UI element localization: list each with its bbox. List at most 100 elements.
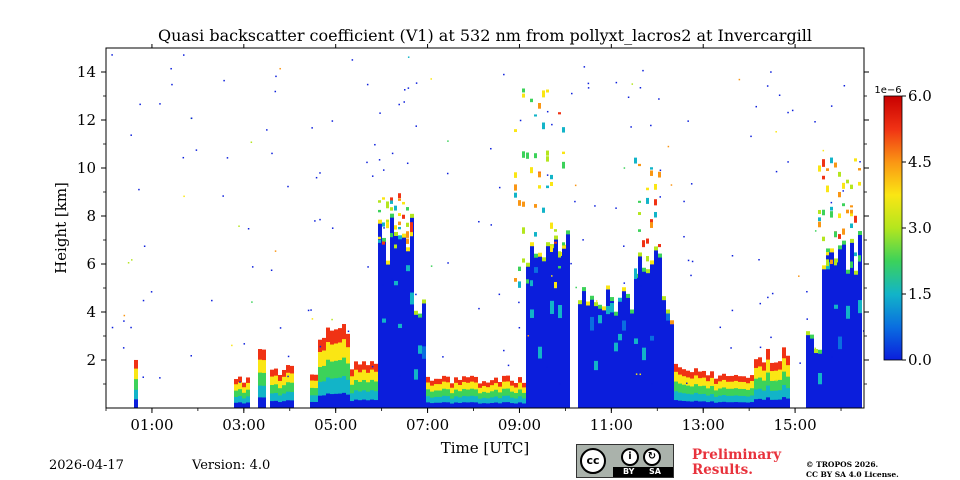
heat-layer [758, 366, 762, 379]
plume-cell [854, 215, 857, 223]
plume-cell [850, 261, 853, 268]
heat-cap [586, 301, 590, 306]
heat-layer [238, 402, 242, 408]
heat-column [630, 312, 634, 408]
plume-cell [522, 93, 525, 98]
heat-layer [742, 388, 746, 397]
heat-cap [402, 233, 406, 238]
heat-layer [514, 393, 518, 400]
noise-dot [671, 360, 673, 363]
plume-cell [522, 227, 525, 234]
heat-layer [246, 382, 250, 391]
plume-cell [382, 197, 385, 200]
noise-dot [371, 365, 374, 368]
heat-layer [762, 362, 766, 372]
plume-cell [858, 168, 861, 171]
noise-dot [570, 262, 572, 265]
noise-dot [406, 162, 409, 165]
heat-cap [530, 242, 534, 247]
plume-cell [398, 226, 401, 230]
heat-layer [322, 395, 326, 408]
heat-layer [442, 375, 446, 383]
heat-layer [782, 384, 786, 398]
plume-cell [390, 207, 393, 211]
heat-streak [818, 372, 822, 385]
noise-dot [518, 326, 521, 329]
heat-streak [642, 347, 646, 361]
heat-layer [714, 396, 718, 404]
plume-cell [850, 213, 853, 217]
heat-layer [710, 401, 714, 408]
noise-dot [403, 289, 406, 292]
heat-streak [382, 318, 386, 323]
noise-dot [507, 364, 510, 367]
license-strip: BY SA [613, 467, 673, 477]
preliminary-results-label: Preliminary Results. [692, 448, 781, 478]
colorbar-tick-label: 6.0 [908, 87, 932, 105]
heat-column [538, 255, 542, 408]
plume-cell [822, 175, 825, 180]
heat-layer [510, 403, 514, 408]
heat-column [654, 249, 658, 408]
heat-layer [258, 372, 262, 387]
heat-layer [782, 358, 786, 373]
heat-layer [738, 376, 742, 383]
heat-layer [682, 369, 686, 377]
heat-streak [858, 300, 862, 314]
noise-dot [830, 201, 833, 204]
heat-layer [322, 381, 326, 396]
heat-layer [770, 399, 774, 408]
plume-cell [646, 256, 649, 262]
heat-cap [846, 269, 850, 274]
noise-dot [615, 207, 617, 209]
noise-dot [403, 101, 405, 103]
heat-layer [786, 388, 790, 400]
heat-streak [414, 369, 418, 380]
heat-streak [650, 335, 654, 341]
heat-layer [426, 376, 430, 384]
noise-dot [631, 83, 634, 85]
heat-layer [506, 375, 510, 382]
heat-layer [242, 398, 246, 404]
heat-column [658, 256, 662, 408]
heat-streak [558, 305, 562, 319]
noise-dot [683, 200, 685, 203]
heat-layer [510, 385, 514, 393]
x-tick-label: 07:00 [406, 416, 449, 434]
noise-dot [490, 147, 492, 150]
heat-streak [406, 265, 410, 272]
heat-layer [726, 381, 730, 390]
heat-layer [282, 401, 286, 408]
heat-cap [854, 270, 858, 275]
heat-layer [234, 396, 238, 404]
heat-layer [334, 343, 338, 362]
heat-layer [490, 402, 494, 408]
heat-layer [782, 347, 786, 359]
heat-layer [746, 396, 750, 404]
plume-cell [390, 201, 393, 204]
heat-layer [450, 398, 454, 405]
heat-layer [290, 365, 294, 374]
heat-layer [506, 402, 510, 408]
heat-streak [838, 336, 842, 350]
heat-layer [474, 402, 478, 408]
heat-layer [690, 386, 694, 395]
heat-layer [742, 376, 746, 383]
noise-dot [190, 355, 192, 357]
heat-layer [366, 391, 370, 401]
heat-layer [734, 380, 738, 389]
plume-cell [562, 151, 565, 155]
heat-layer [702, 370, 706, 379]
heat-layer [274, 368, 278, 377]
noise-dot [731, 309, 734, 312]
heat-column [550, 247, 554, 408]
plume-cell [550, 181, 553, 186]
noise-dot [279, 67, 281, 70]
plume-cell [386, 222, 389, 229]
x-tick-label: 03:00 [222, 416, 265, 434]
noise-dot [247, 227, 250, 230]
heat-column [646, 272, 650, 408]
noise-dot [503, 73, 505, 76]
cc-license-badge[interactable]: cc i ↻ BY SA [576, 444, 674, 478]
heat-layer [786, 355, 790, 366]
